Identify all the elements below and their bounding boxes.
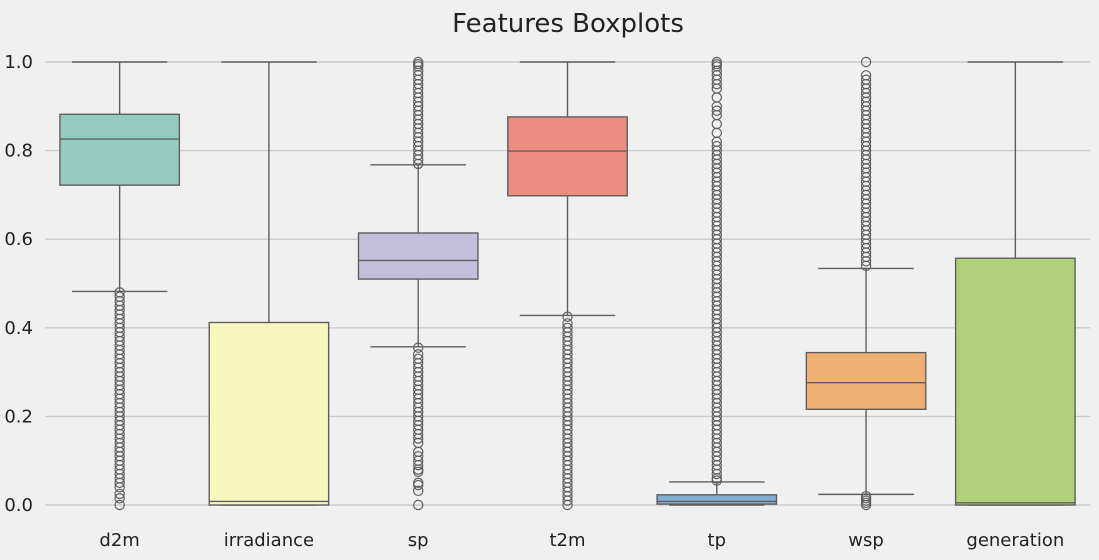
outlier-point (711, 468, 722, 480)
x-tick-label: t2m (549, 530, 585, 551)
y-tick-label: 0.6 (4, 229, 33, 250)
outlier-point (413, 342, 424, 353)
y-tick-label: 0.4 (4, 318, 33, 339)
box-iqr (59, 113, 181, 186)
box-d2m (59, 61, 181, 511)
outlier-point (562, 495, 573, 506)
box-iqr (954, 257, 1076, 506)
y-tick-label: 0.2 (4, 406, 33, 427)
x-tick-labels: d2m irradiance sp t2m tp wsp generation (99, 530, 1064, 551)
outlier-point (114, 499, 125, 511)
box-iqr (208, 321, 330, 506)
outlier-point (413, 158, 424, 170)
box-tp (656, 56, 778, 506)
outlier-point (562, 311, 573, 322)
outlier-point (860, 256, 872, 267)
outlier-point (413, 466, 424, 477)
box-iqr (805, 351, 927, 411)
outlier-point (413, 479, 424, 491)
x-tick-label: generation (966, 530, 1064, 551)
outlier-point (114, 482, 125, 493)
box-iqr (507, 116, 628, 197)
box-iqr (656, 494, 778, 505)
box-generation (954, 61, 1076, 506)
outlier-point (711, 118, 722, 130)
x-tick-label: irradiance (224, 530, 314, 551)
outlier-point (711, 475, 722, 486)
outlier-point (413, 433, 424, 444)
chart-title: Features Boxplots (452, 9, 684, 39)
y-tick-label: 0.0 (4, 495, 33, 516)
outlier-point (114, 493, 125, 504)
x-tick-label: tp (708, 530, 726, 551)
outlier-point (114, 488, 125, 500)
outlier-point (711, 78, 722, 90)
outlier-point (413, 499, 424, 511)
outlier-point (711, 92, 722, 103)
outlier-point (562, 499, 573, 511)
outlier-point (711, 105, 722, 116)
x-tick-label: sp (408, 530, 429, 551)
box-wsp (805, 56, 927, 511)
box-irradiance (208, 61, 330, 506)
x-tick-label: wsp (848, 530, 884, 551)
box-layer (59, 56, 1076, 511)
y-tick-label: 0.8 (4, 141, 33, 162)
box-t2m (507, 61, 628, 511)
outlier-point (711, 127, 722, 139)
box-iqr (357, 232, 479, 280)
x-tick-label: d2m (99, 530, 139, 551)
y-tick-label: 1.0 (4, 52, 33, 73)
outlier-point (413, 154, 424, 165)
outlier-point (413, 459, 424, 471)
outlier-point (413, 485, 424, 497)
outlier-point (860, 56, 872, 68)
outlier-point (860, 260, 872, 271)
y-tick-labels: 0.0 0.2 0.4 0.6 0.8 1.0 (4, 52, 33, 516)
outlier-point (114, 477, 125, 489)
outlier-point (860, 499, 872, 511)
box-sp (357, 56, 479, 511)
